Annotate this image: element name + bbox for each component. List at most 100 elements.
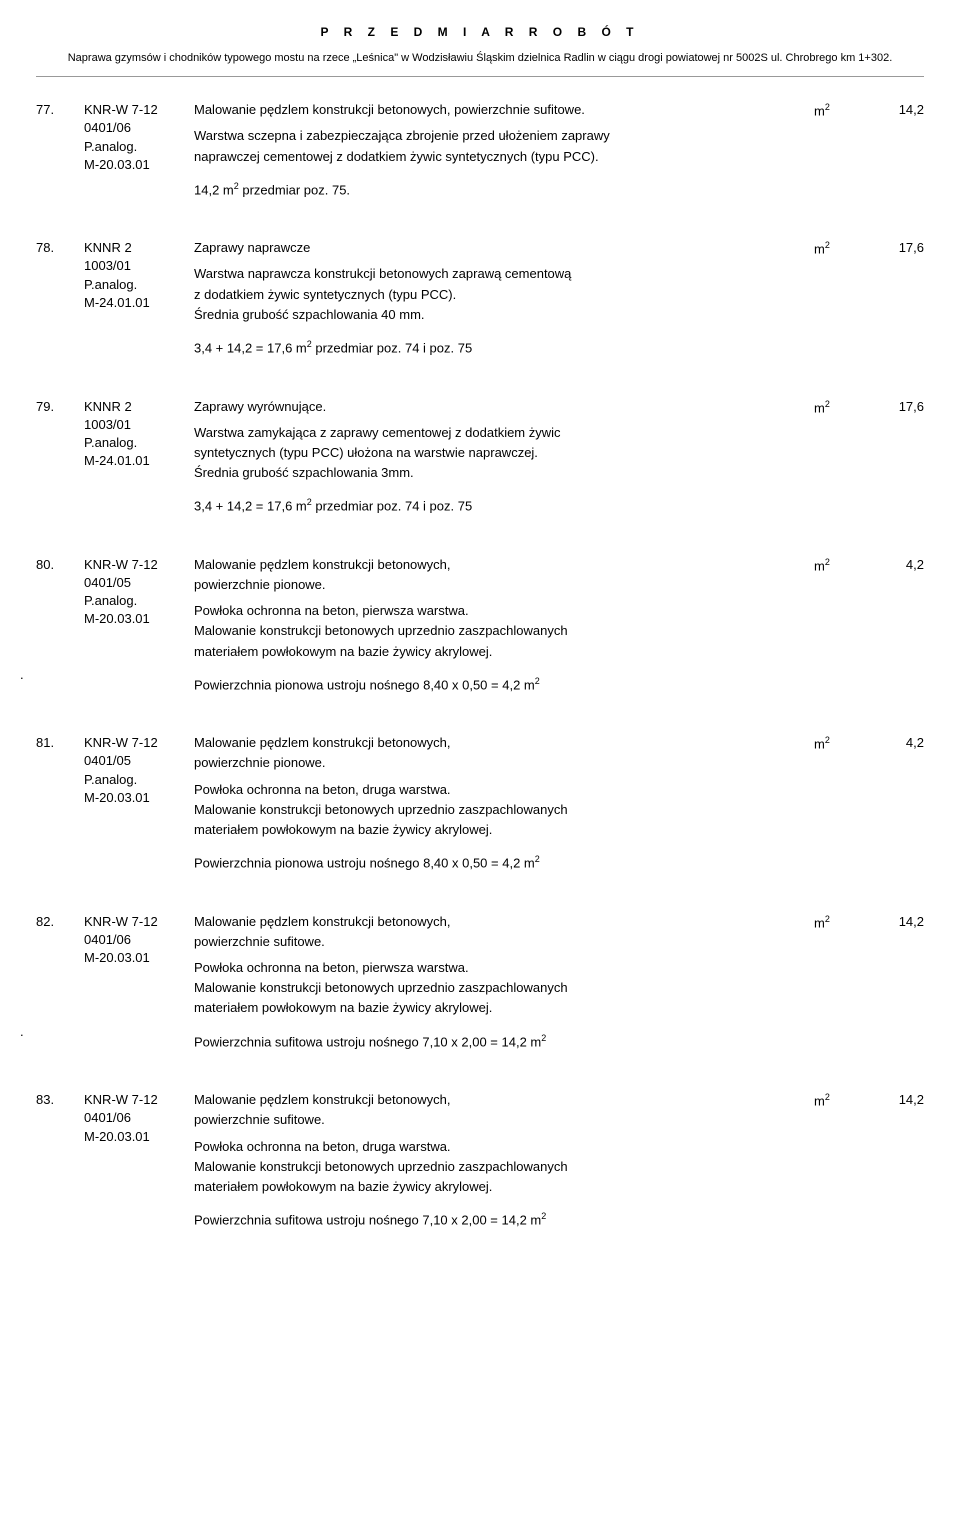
desc-title: Zaprawy naprawcze <box>194 239 794 257</box>
item-number: 80.. <box>36 556 84 696</box>
desc-title: Malowanie pędzlem konstrukcji betonowych… <box>194 913 794 931</box>
desc-line: z dodatkiem żywic syntetycznych (typu PC… <box>194 286 794 304</box>
code-line: P.analog. <box>84 138 194 156</box>
item-description: Malowanie pędzlem konstrukcji betonowych… <box>194 101 814 201</box>
desc-title-2: powierzchnie pionowe. <box>194 754 794 772</box>
desc-line: materiałem powłokowym na bazie żywicy ak… <box>194 999 794 1017</box>
desc-line: Warstwa naprawcza konstrukcji betonowych… <box>194 265 794 283</box>
desc-line: naprawczej cementowej z dodatkiem żywic … <box>194 148 794 166</box>
desc-line: Średnia grubość szpachlowania 40 mm. <box>194 306 794 324</box>
item-dot: . <box>20 1023 84 1041</box>
code-line: M-24.01.01 <box>84 452 194 470</box>
item-number: 82.. <box>36 913 84 1053</box>
code-line: M-20.03.01 <box>84 949 194 967</box>
desc-line: Malowanie konstrukcji betonowych uprzedn… <box>194 801 794 819</box>
bill-item: 78.KNNR 21003/01P.analog.M-24.01.01Zapra… <box>36 239 924 359</box>
calc-line: Powierzchnia pionowa ustroju nośnego 8,4… <box>194 853 794 873</box>
item-description: Malowanie pędzlem konstrukcji betonowych… <box>194 556 814 696</box>
item-description: Zaprawy naprawcze Warstwa naprawcza konst… <box>194 239 814 359</box>
code-line: M-20.03.01 <box>84 1128 194 1146</box>
item-number: 83. <box>36 1091 84 1231</box>
desc-title-2: powierzchnie sufitowe. <box>194 933 794 951</box>
desc-line: materiałem powłokowym na bazie żywicy ak… <box>194 1178 794 1196</box>
code-line: M-20.03.01 <box>84 156 194 174</box>
calc-line: 3,4 + 14,2 = 17,6 m2 przedmiar poz. 74 i… <box>194 496 794 516</box>
item-quantity: 17,6 <box>864 239 924 359</box>
document-title: P R Z E D M I A R R O B Ó T <box>36 24 924 41</box>
calc-line: Powierzchnia sufitowa ustroju nośnego 7,… <box>194 1210 794 1230</box>
item-code: KNNR 21003/01P.analog.M-24.01.01 <box>84 398 194 518</box>
calc-line: 3,4 + 14,2 = 17,6 m2 przedmiar poz. 74 i… <box>194 338 794 358</box>
desc-line: Powłoka ochronna na beton, druga warstwa… <box>194 781 794 799</box>
desc-line: Warstwa zamykająca z zaprawy cementowej … <box>194 424 794 442</box>
code-line: P.analog. <box>84 771 194 789</box>
item-quantity: 4,2 <box>864 734 924 874</box>
desc-line: Powłoka ochronna na beton, pierwsza wars… <box>194 959 794 977</box>
desc-line: syntetycznych (typu PCC) ułożona na wars… <box>194 444 794 462</box>
item-number: 77. <box>36 101 84 201</box>
code-line: KNNR 2 <box>84 398 194 416</box>
code-line: KNR-W 7-12 <box>84 556 194 574</box>
code-line: 0401/06 <box>84 1109 194 1127</box>
item-code: KNR-W 7-120401/05P.analog.M-20.03.01 <box>84 734 194 874</box>
document-subtitle: Naprawa gzymsów i chodników typowego mos… <box>36 51 924 66</box>
item-dot: . <box>20 666 84 684</box>
code-line: 0401/05 <box>84 752 194 770</box>
desc-title: Zaprawy wyrównujące. <box>194 398 794 416</box>
desc-title-2: powierzchnie pionowe. <box>194 576 794 594</box>
item-number: 79. <box>36 398 84 518</box>
calc-line: 14,2 m2 przedmiar poz. 75. <box>194 180 794 200</box>
item-quantity: 4,2 <box>864 556 924 696</box>
header-divider <box>36 76 924 77</box>
code-line: 1003/01 <box>84 416 194 434</box>
desc-line: materiałem powłokowym na bazie żywicy ak… <box>194 821 794 839</box>
desc-title: Malowanie pędzlem konstrukcji betonowych… <box>194 101 794 119</box>
item-description: Malowanie pędzlem konstrukcji betonowych… <box>194 913 814 1053</box>
calc-line: Powierzchnia sufitowa ustroju nośnego 7,… <box>194 1032 794 1052</box>
item-unit: m2 <box>814 913 864 1053</box>
desc-line: materiałem powłokowym na bazie żywicy ak… <box>194 643 794 661</box>
calc-line: Powierzchnia pionowa ustroju nośnego 8,4… <box>194 675 794 695</box>
item-code: KNNR 21003/01P.analog.M-24.01.01 <box>84 239 194 359</box>
item-unit: m2 <box>814 398 864 518</box>
code-line: 0401/06 <box>84 119 194 137</box>
item-quantity: 17,6 <box>864 398 924 518</box>
document-header: P R Z E D M I A R R O B Ó T Naprawa gzym… <box>36 24 924 66</box>
item-description: Zaprawy wyrównujące. Warstwa zamykająca z… <box>194 398 814 518</box>
code-line: KNR-W 7-12 <box>84 1091 194 1109</box>
item-unit: m2 <box>814 556 864 696</box>
item-code: KNR-W 7-120401/06M-20.03.01 <box>84 913 194 1053</box>
item-unit: m2 <box>814 239 864 359</box>
item-number: 78. <box>36 239 84 359</box>
item-description: Malowanie pędzlem konstrukcji betonowych… <box>194 734 814 874</box>
item-code: KNR-W 7-120401/06P.analog.M-20.03.01 <box>84 101 194 201</box>
code-line: P.analog. <box>84 276 194 294</box>
code-line: M-20.03.01 <box>84 789 194 807</box>
desc-line: Malowanie konstrukcji betonowych uprzedn… <box>194 1158 794 1176</box>
bill-item: 82..KNR-W 7-120401/06M-20.03.01Malowanie… <box>36 913 924 1053</box>
item-number: 81. <box>36 734 84 874</box>
items-list: 77.KNR-W 7-120401/06P.analog.M-20.03.01M… <box>36 101 924 1231</box>
bill-item: 81.KNR-W 7-120401/05P.analog.M-20.03.01M… <box>36 734 924 874</box>
item-code: KNR-W 7-120401/05P.analog.M-20.03.01 <box>84 556 194 696</box>
desc-title: Malowanie pędzlem konstrukcji betonowych… <box>194 734 794 752</box>
desc-title: Malowanie pędzlem konstrukcji betonowych… <box>194 556 794 574</box>
item-quantity: 14,2 <box>864 913 924 1053</box>
code-line: M-20.03.01 <box>84 610 194 628</box>
code-line: M-24.01.01 <box>84 294 194 312</box>
bill-item: 77.KNR-W 7-120401/06P.analog.M-20.03.01M… <box>36 101 924 201</box>
desc-line: Średnia grubość szpachlowania 3mm. <box>194 464 794 482</box>
code-line: KNNR 2 <box>84 239 194 257</box>
item-code: KNR-W 7-120401/06M-20.03.01 <box>84 1091 194 1231</box>
code-line: 0401/06 <box>84 931 194 949</box>
code-line: 1003/01 <box>84 257 194 275</box>
item-quantity: 14,2 <box>864 101 924 201</box>
bill-item: 83.KNR-W 7-120401/06M-20.03.01Malowanie … <box>36 1091 924 1231</box>
desc-title-2: powierzchnie sufitowe. <box>194 1111 794 1129</box>
code-line: KNR-W 7-12 <box>84 734 194 752</box>
item-unit: m2 <box>814 101 864 201</box>
desc-line: Warstwa sczepna i zabezpieczająca zbroje… <box>194 127 794 145</box>
code-line: 0401/05 <box>84 574 194 592</box>
item-quantity: 14,2 <box>864 1091 924 1231</box>
desc-line: Malowanie konstrukcji betonowych uprzedn… <box>194 979 794 997</box>
